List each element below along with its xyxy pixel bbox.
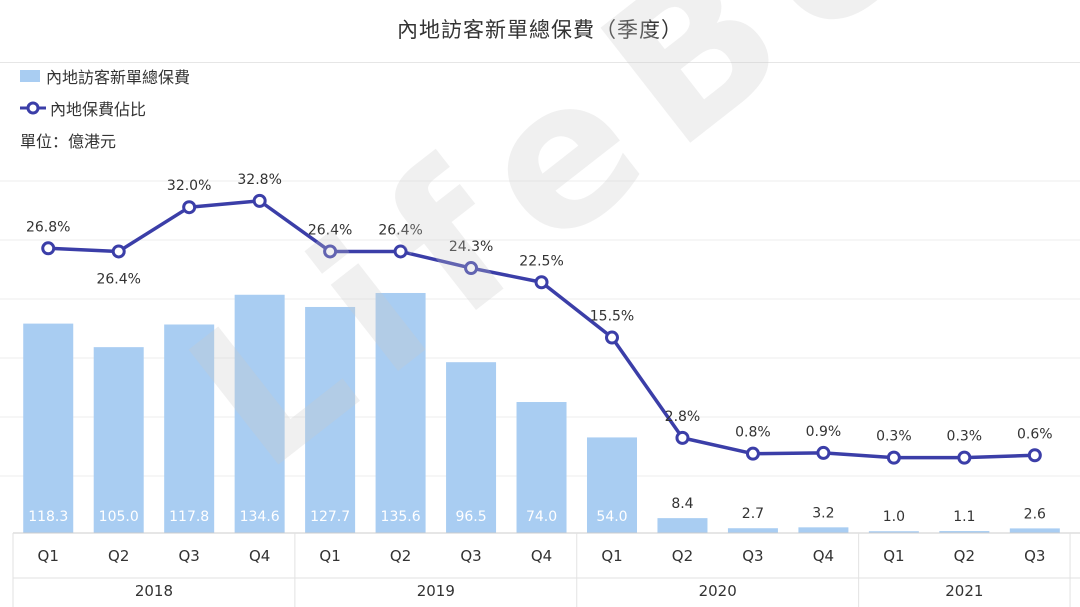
line-value-label: 0.6% [1017, 426, 1053, 442]
line-point [182, 200, 197, 215]
x-tick-label: Q2 [108, 547, 129, 565]
bar [516, 402, 567, 533]
bar-value-label: 117.8 [169, 509, 209, 525]
bar-value-label: 8.4 [671, 496, 693, 512]
line-point [393, 244, 408, 259]
year-label: 2020 [699, 582, 737, 600]
bar [1009, 528, 1060, 533]
line-point [957, 450, 972, 465]
legend-line-label: 內地保費佔比 [50, 100, 147, 119]
bar [93, 347, 144, 533]
line-point [252, 193, 267, 208]
line-point [464, 261, 479, 276]
line-point [675, 430, 690, 445]
legend-item-line: 內地保費佔比 [20, 96, 146, 120]
bar-value-label: 105.0 [99, 509, 139, 525]
year-label: 2019 [417, 582, 455, 600]
year-label: 2018 [135, 582, 173, 600]
line-value-label: 0.3% [876, 429, 912, 445]
line-value-label: 0.9% [806, 424, 842, 440]
chart-title: 內地訪客新單總保費（季度） [397, 18, 683, 42]
bar-value-label: 74.0 [526, 509, 557, 525]
bar [657, 518, 708, 533]
bar-value-label: 3.2 [812, 505, 834, 521]
bar [446, 362, 497, 533]
bar [234, 294, 285, 533]
bar [23, 323, 74, 533]
bar [375, 292, 426, 533]
bar [586, 437, 637, 533]
bar-value-label: 135.6 [381, 509, 421, 525]
line-point [816, 445, 831, 460]
line-point [323, 244, 338, 259]
bar-value-label: 1.0 [883, 509, 905, 525]
legend-line-swatch [20, 101, 46, 115]
bar [164, 324, 215, 533]
x-tick-label: Q4 [249, 547, 270, 565]
legend-bar-swatch [20, 70, 40, 82]
line-value-label: 32.0% [167, 178, 211, 194]
bar-value-label: 118.3 [28, 509, 68, 525]
line-point [745, 446, 760, 461]
x-tick-label: Q3 [460, 547, 481, 565]
bar-value-label: 127.7 [310, 509, 350, 525]
bar [727, 528, 778, 533]
legend-item-bar: 內地訪客新單總保費 [20, 64, 190, 88]
bar [798, 527, 849, 533]
line-point [604, 330, 619, 345]
x-tick-label: Q1 [319, 547, 340, 565]
x-tick-label: Q3 [742, 547, 763, 565]
line-value-label: 26.4% [308, 222, 352, 238]
line-value-label: 0.8% [735, 425, 771, 441]
x-tick-label: Q2 [390, 547, 411, 565]
x-tick-label: Q4 [813, 547, 834, 565]
bar [868, 531, 919, 533]
legend-bar-label: 內地訪客新單總保費 [46, 68, 191, 87]
line-point [1027, 448, 1042, 463]
line-value-label: 15.5% [590, 309, 634, 325]
line-value-label: 2.8% [665, 409, 701, 425]
x-tick-label: Q3 [1024, 547, 1045, 565]
bar-value-label: 2.6 [1024, 506, 1046, 522]
bar-value-label: 54.0 [596, 509, 627, 525]
line-point [534, 275, 549, 290]
line-value-label: 26.4% [96, 271, 140, 287]
x-tick-label: Q1 [883, 547, 904, 565]
line-value-label: 26.4% [378, 222, 422, 238]
x-tick-label: Q2 [954, 547, 975, 565]
line-value-label: 22.5% [519, 253, 563, 269]
x-tick-label: Q3 [178, 547, 199, 565]
bar-value-label: 2.7 [742, 506, 764, 522]
x-tick-label: Q1 [38, 547, 59, 565]
line-value-label: 32.8% [237, 172, 281, 188]
bar-value-label: 134.6 [240, 509, 280, 525]
bar [939, 531, 990, 533]
line-point [111, 244, 126, 259]
line-point [886, 450, 901, 465]
bar-value-label: 1.1 [953, 509, 975, 525]
line-value-label: 24.3% [449, 239, 493, 255]
x-tick-label: Q2 [672, 547, 693, 565]
unit-label: 單位：億港元 [20, 132, 117, 151]
bar [305, 306, 356, 533]
x-tick-label: Q4 [531, 547, 552, 565]
line-point [41, 241, 56, 256]
title-divider [0, 62, 1080, 63]
line-value-label: 26.8% [26, 219, 70, 235]
x-tick-label: Q1 [601, 547, 622, 565]
year-label: 2021 [945, 582, 983, 600]
bar-value-label: 96.5 [455, 509, 486, 525]
line-value-label: 0.3% [947, 429, 983, 445]
